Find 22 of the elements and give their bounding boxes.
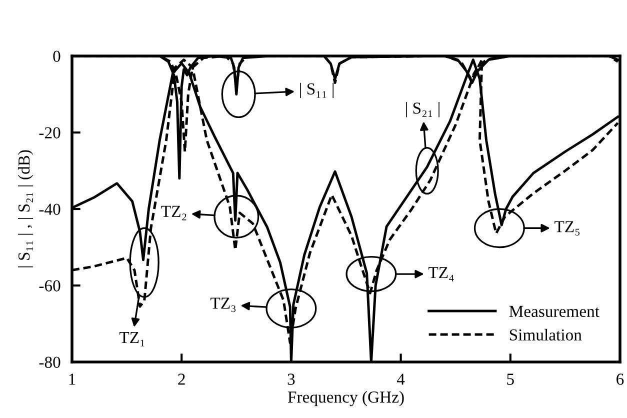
legend-label: Simulation bbox=[510, 328, 582, 341]
x-tick-label: 2 bbox=[178, 374, 185, 385]
annotation: | S₁₁ | bbox=[300, 82, 334, 98]
annotation: TZ₁ bbox=[119, 332, 144, 346]
x-axis-title: Frequency (GHz) bbox=[288, 391, 404, 406]
annotation: TZ₂ bbox=[161, 206, 186, 220]
x-tick-label: 3 bbox=[288, 374, 295, 385]
y-tick-label: -40 bbox=[39, 204, 60, 215]
x-tick-label: 6 bbox=[616, 374, 624, 385]
annotation: | S₂₁ | bbox=[406, 102, 440, 118]
y-tick-label: -60 bbox=[39, 280, 60, 292]
y-tick-label: -80 bbox=[39, 356, 60, 368]
legend-label: Measurement bbox=[509, 306, 600, 318]
annotation: TZ₅ bbox=[554, 221, 580, 236]
x-tick-label: 4 bbox=[396, 374, 405, 385]
y-tick-label: -20 bbox=[39, 127, 60, 138]
x-tick-label: 1 bbox=[69, 374, 76, 385]
annotation: TZ₃ bbox=[210, 298, 236, 312]
x-tick-label: 5 bbox=[507, 374, 514, 385]
annotation: TZ₄ bbox=[428, 267, 454, 282]
y-tick-label: 0 bbox=[53, 50, 60, 62]
y-axis-title: | S₁₁ | , | S₂₁ | (dB) bbox=[18, 150, 34, 268]
